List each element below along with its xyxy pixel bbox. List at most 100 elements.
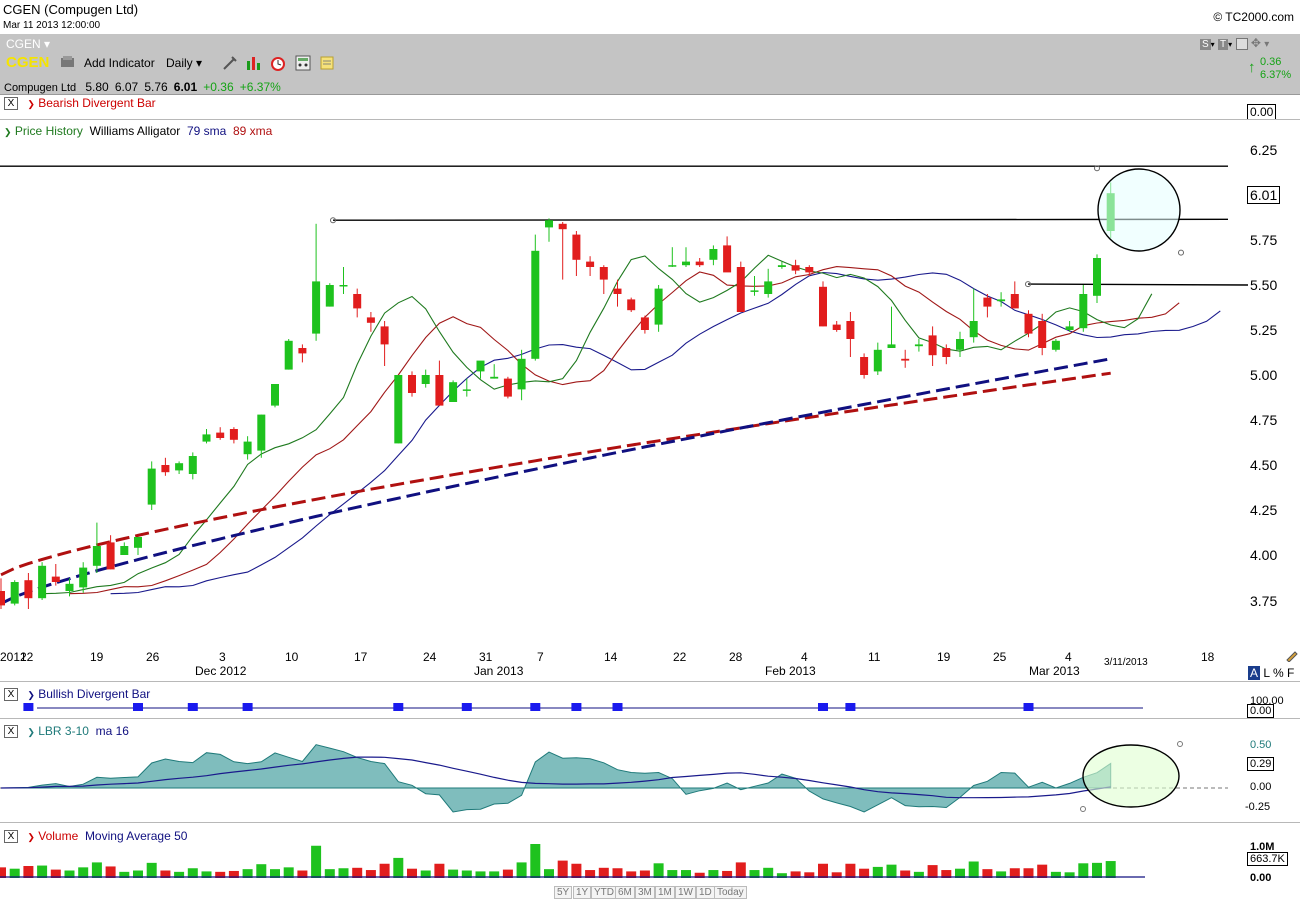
lbr-tick: -0.25 <box>1245 801 1271 813</box>
close-icon[interactable]: X <box>4 725 18 739</box>
candle-body <box>942 348 951 357</box>
alligator-label[interactable]: Williams Alligator <box>89 124 181 138</box>
lbr-ma-label[interactable]: ma 16 <box>95 724 129 738</box>
volume-bar <box>982 869 993 878</box>
volume-label[interactable]: Volume <box>38 829 79 843</box>
close-icon[interactable]: X <box>4 688 18 702</box>
range-today-button[interactable]: Today <box>714 886 747 899</box>
scale-pct-button[interactable]: % <box>1272 666 1284 680</box>
chevron-down-icon[interactable]: ▾ <box>1264 39 1270 50</box>
volume-bar <box>845 863 856 878</box>
range-1y-button[interactable]: 1Y <box>573 886 592 899</box>
x-tick: 26 <box>146 650 160 664</box>
chevron-right-icon[interactable]: ❯ <box>27 727 35 737</box>
x-tick: 24 <box>423 650 437 664</box>
range-5y-button[interactable]: 5Y <box>554 886 573 899</box>
chevron-right-icon[interactable]: ❯ <box>4 127 12 137</box>
timeframe-label: Daily <box>166 56 193 70</box>
range-6m-button[interactable]: 6M <box>615 886 635 899</box>
volume-bar <box>174 871 185 878</box>
candle-body <box>654 288 663 325</box>
x-tick: 12 <box>20 650 34 664</box>
candle-body <box>79 567 88 588</box>
note-icon[interactable] <box>319 55 335 74</box>
volume-bar <box>365 870 376 878</box>
range-ytd-button[interactable]: YTD <box>591 886 617 899</box>
volume-bar <box>256 864 267 878</box>
candle-body <box>188 456 197 474</box>
sma-label[interactable]: 79 sma <box>186 124 227 138</box>
range-1m-button[interactable]: 1M <box>655 886 675 899</box>
volume-bar <box>968 861 979 878</box>
add-indicator-button[interactable]: Add Indicator <box>84 56 155 70</box>
brand-label: © TC2000.com <box>1213 10 1294 24</box>
timeframe-select[interactable]: Daily ▾ <box>166 56 202 70</box>
anchor-point[interactable] <box>1080 806 1086 812</box>
volume-bar <box>818 863 828 878</box>
candle-body <box>695 261 704 266</box>
volume-bar <box>653 863 664 878</box>
candle-body <box>805 267 814 273</box>
symbol-label[interactable]: CGEN <box>6 54 50 71</box>
candle-body <box>956 339 964 350</box>
x-tick: 22 <box>673 650 687 664</box>
close-icon[interactable]: X <box>4 830 18 844</box>
scale-a-button[interactable]: A <box>1248 666 1261 680</box>
bullish-marker <box>133 703 143 711</box>
bearish-label[interactable]: Bearish Divergent Bar <box>38 96 156 110</box>
calculator-icon[interactable] <box>295 55 311 74</box>
change-pct-value: +6.37% <box>239 80 281 94</box>
bullish-label[interactable]: Bullish Divergent Bar <box>38 687 151 701</box>
volume-bar <box>407 868 417 878</box>
candle-body <box>750 290 759 292</box>
volume-bar <box>1092 862 1102 878</box>
divider <box>0 119 1300 120</box>
scale-l-button[interactable]: L <box>1263 666 1270 680</box>
candle-body <box>449 382 458 402</box>
x-tick: 11 <box>868 650 881 664</box>
tools-icon[interactable] <box>222 55 238 74</box>
y-tick: 5.25 <box>1250 322 1278 338</box>
save-icon[interactable] <box>1235 37 1248 50</box>
volume-ma-label[interactable]: Moving Average 50 <box>84 829 188 843</box>
chevron-down-icon[interactable]: ❯ <box>27 99 35 109</box>
range-3m-button[interactable]: 3M <box>635 886 655 899</box>
volume-bar <box>859 868 870 878</box>
chevron-down-icon: ▾ <box>1228 40 1233 49</box>
volume-bar <box>708 870 719 878</box>
bar-chart-icon[interactable] <box>246 55 262 74</box>
close-icon[interactable]: X <box>4 97 18 111</box>
chevron-right-icon[interactable]: ❯ <box>27 832 35 842</box>
right-change: 0.36 <box>1260 56 1282 68</box>
candle-body <box>846 321 855 339</box>
symbol-dropdown[interactable]: CGEN ▾ <box>6 37 50 51</box>
candle-body <box>10 582 19 604</box>
anchor-point[interactable] <box>1177 741 1183 747</box>
bearish-panel-header: X ❯ Bearish Divergent Bar <box>4 96 156 112</box>
price-history-label[interactable]: Price History <box>14 124 83 138</box>
watchlist-icon[interactable] <box>60 55 76 72</box>
candle-body <box>24 580 33 599</box>
volume-bar <box>448 869 459 878</box>
xma-label[interactable]: 89 xma <box>232 124 273 138</box>
move-icon[interactable]: ✥ <box>1250 36 1261 50</box>
volume-bar <box>64 870 75 878</box>
lbr-label[interactable]: LBR 3-10 <box>38 724 89 738</box>
range-1w-button[interactable]: 1W <box>675 886 696 899</box>
x-tick: 7 <box>537 650 544 664</box>
volume-bar <box>489 871 500 878</box>
volume-bar <box>0 867 6 878</box>
bullish-marker <box>612 703 623 711</box>
s-button[interactable]: S <box>1200 39 1211 50</box>
range-1d-button[interactable]: 1D <box>696 886 715 899</box>
candle-body <box>476 360 485 372</box>
alarm-clock-icon[interactable] <box>270 55 286 74</box>
t-button[interactable]: T <box>1218 39 1229 50</box>
x-tick-current: 3/11/2013 <box>1104 657 1148 668</box>
y-tick: 5.75 <box>1250 232 1278 248</box>
candle-body <box>51 576 60 582</box>
pencil-icon[interactable] <box>1285 648 1299 665</box>
scale-f-button[interactable]: F <box>1286 666 1295 680</box>
chevron-right-icon[interactable]: ❯ <box>27 690 35 700</box>
x-month: Jan 2013 <box>474 664 524 678</box>
